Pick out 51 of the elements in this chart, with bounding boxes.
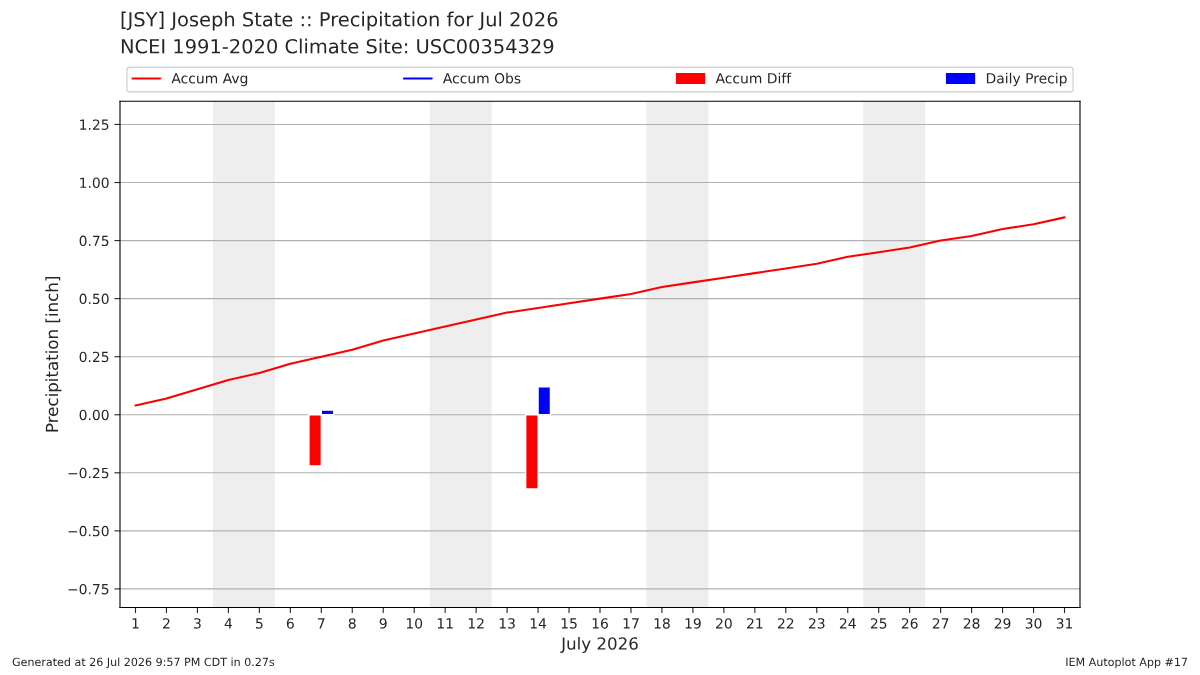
y-tick-label: 0.75 xyxy=(79,235,109,247)
x-tick-label: 20 xyxy=(716,618,732,629)
x-tick-label: 8 xyxy=(348,618,356,629)
y-tick-label: 0.00 xyxy=(79,409,109,421)
x-tick-label: 6 xyxy=(286,618,294,629)
x-tick-label: 17 xyxy=(623,618,639,629)
x-tick-label: 15 xyxy=(561,618,577,629)
x-tick-label: 26 xyxy=(901,618,918,629)
x-tick-label: 27 xyxy=(932,618,949,629)
x-tick-label: 10 xyxy=(406,618,423,629)
line-series xyxy=(134,216,1066,407)
y-tick-label: 0.50 xyxy=(79,293,109,305)
y-tick-label: 1.00 xyxy=(80,177,109,188)
x-tick-label: 13 xyxy=(499,618,515,629)
y-tick-label: 0.25 xyxy=(79,351,109,363)
x-tick-label: 29 xyxy=(994,618,1011,629)
x-axis-title: July 2026 xyxy=(560,636,638,654)
y-axis-title: Precipitation [inch] xyxy=(45,277,62,432)
x-tick-label: 5 xyxy=(256,618,263,629)
x-tick-label: 1 xyxy=(132,618,139,629)
x-tick-label: 4 xyxy=(224,618,233,629)
x-tick-label: 30 xyxy=(1025,618,1042,629)
text: Generated at 26 Jul 2026 9:57 PM CDT in 0.27s xyxy=(12,657,275,669)
x-tick-label: 12 xyxy=(468,618,484,629)
x-tick-label: 21 xyxy=(747,618,763,629)
x-tick-label: 19 xyxy=(685,618,701,629)
x-tick-label: 9 xyxy=(379,618,387,629)
chart-title: [JSY] Joseph State :: Precipitation for Jul 2026 xyxy=(121,11,558,31)
x-tick-label: 28 xyxy=(963,618,980,629)
legend-label: Accum Avg xyxy=(171,73,248,87)
x-tick-label: 18 xyxy=(654,618,670,629)
y-tick-label: 1.25 xyxy=(80,119,109,130)
x-tick-label: 11 xyxy=(437,618,453,629)
legend-label: Daily Precip xyxy=(986,72,1067,87)
x-tick-label: 25 xyxy=(870,618,887,629)
x-tick-label: 23 xyxy=(808,618,825,629)
x-tick-label: 16 xyxy=(592,618,608,629)
x-tick-label: 31 xyxy=(1056,618,1073,629)
x-tick-label: 24 xyxy=(839,618,856,629)
x-tick-label: 14 xyxy=(530,618,547,629)
y-tick-label: −0.25 xyxy=(68,467,109,479)
y-tick-label: −0.50 xyxy=(68,525,109,537)
x-tick-label: 7 xyxy=(318,618,325,629)
chart-subtitle: NCEI 1991-2020 Climate Site: USC00354329 xyxy=(121,38,554,54)
x-tick-label: 22 xyxy=(777,618,794,629)
legend-label: Accum Obs xyxy=(442,72,521,84)
x-tick-label: 2 xyxy=(163,618,170,629)
y-tick-label: −0.75 xyxy=(68,583,109,595)
x-tick-label: 3 xyxy=(194,618,201,629)
text: IEM Autoplot App #17 xyxy=(1066,657,1188,669)
legend-label: Accum Diff xyxy=(715,72,792,84)
